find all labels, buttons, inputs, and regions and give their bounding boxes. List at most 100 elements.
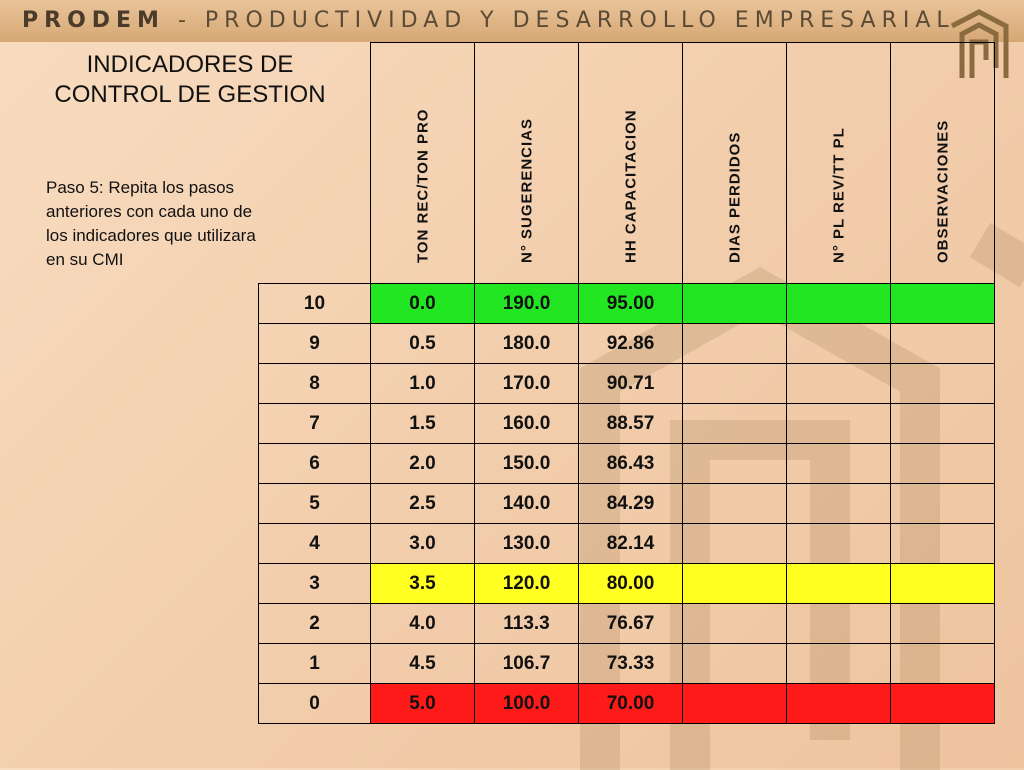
table-row: 8 1.0 170.0 90.71 [258,363,995,404]
table-row: 5 2.5 140.0 84.29 [258,483,995,524]
value-cell [890,483,995,524]
level-cell: 4 [258,523,371,564]
value-cell: 100.0 [474,683,579,724]
value-cell [682,283,787,324]
column-header: TON REC/TON PRO [370,42,475,284]
value-cell: 106.7 [474,643,579,684]
page-title: INDICADORES DE CONTROL DE GESTION [40,50,340,110]
step-instruction-line-2: anteriores con cada uno de [46,202,253,221]
brand-text: PRODEM - PRODUCTIVIDAD Y DESARROLLO EMPR… [22,8,955,33]
indicators-table: TON REC/TON PRO N° SUGERENCIAS HH CAPACI… [258,42,995,724]
brand-name: PRODEM [22,8,165,33]
value-cell [890,323,995,364]
value-cell [786,403,891,444]
value-cell: 86.43 [578,443,683,484]
value-cell: 3.0 [370,523,475,564]
level-cell: 1 [258,643,371,684]
level-cell: 8 [258,363,371,404]
value-cell: 95.00 [578,283,683,324]
value-cell [890,563,995,604]
table-row: 3 3.5 120.0 80.00 [258,563,995,604]
value-cell: 2.0 [370,443,475,484]
value-cell: 113.3 [474,603,579,644]
step-instruction: Paso 5: Repita los pasos anteriores con … [46,176,301,272]
value-cell [682,363,787,404]
value-cell: 180.0 [474,323,579,364]
level-cell: 3 [258,563,371,604]
value-cell [890,603,995,644]
table-row: 7 1.5 160.0 88.57 [258,403,995,444]
table-row: 1 4.5 106.7 73.33 [258,643,995,684]
column-header-label: HH CAPACITACION [622,109,639,263]
value-cell: 3.5 [370,563,475,604]
value-cell [890,683,995,724]
level-cell: 6 [258,443,371,484]
value-cell: 1.5 [370,403,475,444]
value-cell: 92.86 [578,323,683,364]
table-header-row: TON REC/TON PRO N° SUGERENCIAS HH CAPACI… [259,42,995,284]
value-cell [682,563,787,604]
value-cell [890,403,995,444]
value-cell [682,523,787,564]
value-cell [682,643,787,684]
value-cell: 4.5 [370,643,475,684]
value-cell: 150.0 [474,443,579,484]
value-cell [682,443,787,484]
value-cell: 1.0 [370,363,475,404]
value-cell [890,523,995,564]
value-cell [682,483,787,524]
value-cell: 120.0 [474,563,579,604]
table-row: 2 4.0 113.3 76.67 [258,603,995,644]
value-cell: 76.67 [578,603,683,644]
column-header: N° PL REV/TT PL [786,42,891,284]
value-cell [682,403,787,444]
page-title-line-1: INDICADORES DE [86,51,294,78]
value-cell: 80.00 [578,563,683,604]
value-cell: 0.0 [370,283,475,324]
level-cell: 9 [258,323,371,364]
page-title-line-2: CONTROL DE GESTION [54,81,326,108]
value-cell: 140.0 [474,483,579,524]
level-cell: 7 [258,403,371,444]
value-cell: 170.0 [474,363,579,404]
value-cell [682,603,787,644]
value-cell [682,683,787,724]
step-instruction-line-3: los indicadores que utilizara [46,226,256,245]
value-cell [890,363,995,404]
value-cell: 84.29 [578,483,683,524]
value-cell [786,483,891,524]
level-cell: 10 [258,283,371,324]
step-instruction-line-1: Paso 5: Repita los pasos [46,178,235,197]
value-cell [786,523,891,564]
column-header-label: TON REC/TON PRO [414,108,431,263]
value-cell: 88.57 [578,403,683,444]
value-cell [890,443,995,484]
level-cell: 2 [258,603,371,644]
column-header-label: N° PL REV/TT PL [830,127,847,263]
step-instruction-line-4: en su CMI [46,250,124,269]
table-row: 9 0.5 180.0 92.86 [258,323,995,364]
value-cell [890,643,995,684]
value-cell: 73.33 [578,643,683,684]
column-header-label: N° SUGERENCIAS [518,117,535,263]
column-header: DIAS PERDIDOS [682,42,787,284]
table-row: 4 3.0 130.0 82.14 [258,523,995,564]
table-body: 10 0.0 190.0 95.00 9 0.5 180.0 92.86 8 1.0 170.0 90… [258,283,995,724]
value-cell [890,283,995,324]
table-corner [259,43,371,284]
column-header: OBSERVACIONES [890,42,995,284]
column-header-label: OBSERVACIONES [934,119,951,263]
value-cell: 160.0 [474,403,579,444]
value-cell: 90.71 [578,363,683,404]
value-cell [786,283,891,324]
value-cell [786,363,891,404]
brand-tagline: PRODUCTIVIDAD Y DESARROLLO EMPRESARIAL [204,8,955,33]
level-cell: 5 [258,483,371,524]
column-header: N° SUGERENCIAS [474,42,579,284]
value-cell [786,563,891,604]
value-cell [682,323,787,364]
value-cell: 130.0 [474,523,579,564]
value-cell [786,323,891,364]
value-cell: 190.0 [474,283,579,324]
value-cell: 5.0 [370,683,475,724]
